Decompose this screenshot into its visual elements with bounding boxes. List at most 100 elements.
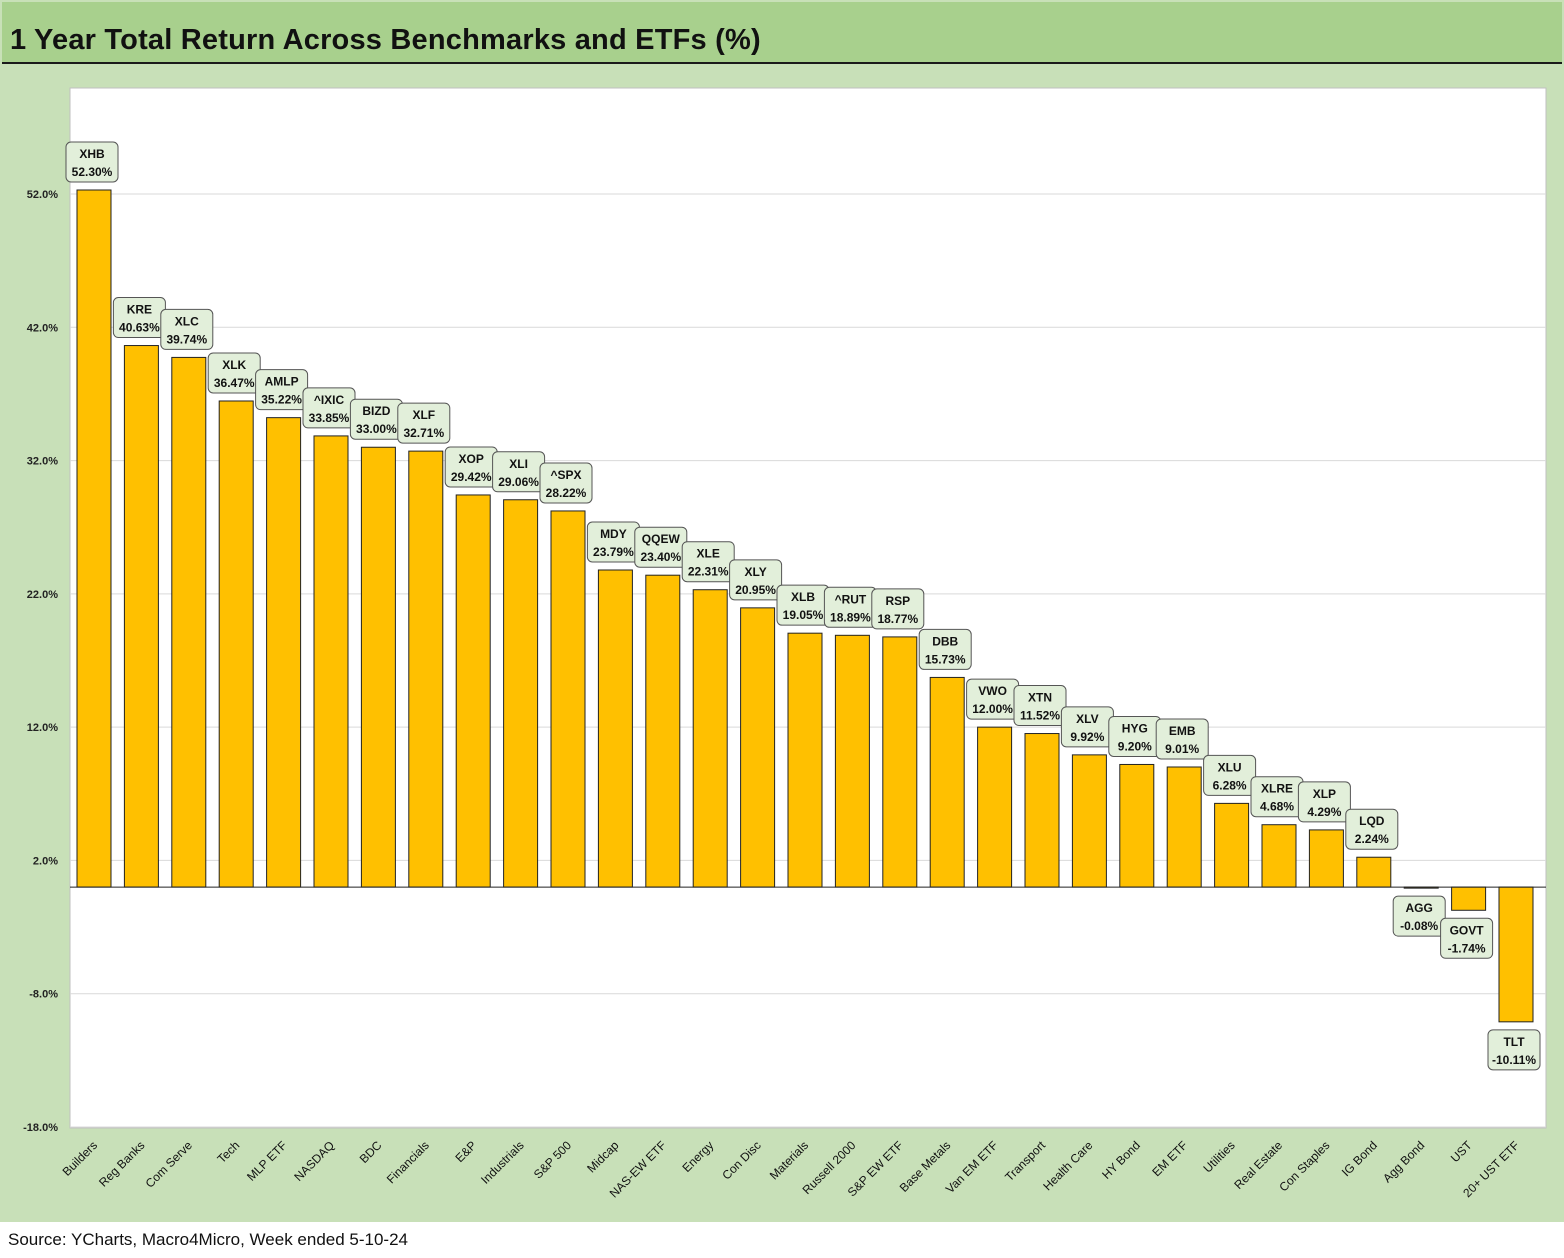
category-label: Transport — [1002, 1138, 1048, 1184]
data-label-value: 12.00% — [972, 702, 1013, 716]
data-label-ticker: HYG — [1122, 721, 1148, 735]
y-tick-label: -18.0% — [23, 1122, 58, 1134]
bar-xtn — [1024, 733, 1060, 888]
bar-xlb — [787, 632, 823, 888]
bar-govt — [1451, 886, 1487, 911]
data-label-ticker: KRE — [127, 303, 152, 317]
bar-xle — [692, 589, 728, 888]
y-tick-label: 2.0% — [33, 855, 58, 867]
y-tick-label: 52.0% — [27, 189, 58, 201]
y-tick-label: 42.0% — [27, 322, 58, 334]
data-label-value: 29.42% — [451, 470, 492, 484]
data-label-box — [918, 628, 972, 670]
bar-rut — [834, 634, 870, 888]
chart-title: 1 Year Total Return Across Benchmarks an… — [10, 24, 761, 56]
bar-xhb — [76, 189, 112, 888]
category-label: Materials — [767, 1138, 811, 1182]
data-label-value: 19.05% — [783, 608, 824, 622]
y-tick-label: -8.0% — [29, 989, 58, 1001]
bar-dbb — [929, 676, 965, 888]
data-label-box — [160, 308, 214, 350]
title-bar: 1 Year Total Return Across Benchmarks an… — [2, 2, 1562, 64]
category-label: Com Serve — [143, 1138, 196, 1191]
data-label-ticker: XLE — [697, 547, 720, 561]
data-label-ticker: XLY — [744, 565, 766, 579]
bar-xlp — [1308, 829, 1344, 888]
data-label-value: 9.92% — [1070, 730, 1104, 744]
bar-xlu — [1214, 802, 1250, 888]
source-note: Source: YCharts, Macro4Micro, Week ended… — [8, 1230, 409, 1249]
data-label-ticker: XLF — [412, 408, 435, 422]
category-label: Energy — [680, 1138, 717, 1175]
data-label-box — [1297, 781, 1351, 823]
bar-lqd — [1356, 856, 1392, 888]
bar-xop — [455, 494, 491, 888]
bar-kre — [123, 345, 159, 888]
data-label-box — [397, 402, 451, 444]
data-label-box — [1203, 754, 1257, 796]
bar-tlt — [1498, 886, 1534, 1023]
category-label: Industrials — [478, 1138, 527, 1187]
category-label: Financials — [384, 1138, 432, 1186]
data-label-box — [1440, 917, 1494, 959]
data-label-value: 22.31% — [688, 565, 729, 579]
category-label: E&P — [452, 1138, 479, 1165]
data-label-value: -1.74% — [1448, 941, 1486, 955]
data-label-box — [871, 588, 925, 630]
category-label: BDC — [357, 1138, 385, 1166]
data-label-value: 4.68% — [1260, 800, 1294, 814]
bar-ixic — [313, 435, 349, 888]
category-label: MLP ETF — [244, 1138, 290, 1184]
data-label-ticker: MDY — [600, 527, 627, 541]
category-label: Con Disc — [719, 1138, 763, 1182]
category-label: Builders — [60, 1138, 101, 1179]
data-label-value: -0.08% — [1400, 919, 1438, 933]
data-label-box — [1155, 718, 1209, 760]
data-label-value: 11.52% — [1020, 709, 1060, 723]
data-label-value: 52.30% — [72, 165, 113, 179]
data-label-ticker: BIZD — [362, 404, 390, 418]
bar-xly — [740, 607, 776, 888]
data-label-ticker: GOVT — [1450, 923, 1485, 937]
data-label-value: 28.22% — [546, 486, 587, 500]
y-tick-label: 12.0% — [27, 722, 58, 734]
data-label-value: 33.00% — [356, 422, 397, 436]
category-label: Con Staples — [1276, 1138, 1332, 1194]
data-label-box — [539, 462, 593, 504]
y-axis-ticks: -18.0% -8.0% 2.0% 12.0% 22.0% 32.0% 42.0% 52.0% — [23, 189, 58, 1134]
data-labels: XHB 52.30% KRE 40.63% XLC 39.74% XLK 36.47% AMLP… — [65, 141, 1541, 1071]
bar-xlf — [408, 450, 444, 888]
data-label-ticker: EMB — [1169, 724, 1196, 738]
data-label-ticker: XLP — [1313, 787, 1336, 801]
data-label-ticker: XLC — [175, 314, 199, 328]
bar-spx — [550, 510, 586, 888]
data-label-value: 32.71% — [403, 426, 444, 440]
bar-mdy — [597, 569, 633, 888]
data-label-ticker: XHB — [79, 147, 105, 161]
category-label: Midcap — [584, 1138, 621, 1175]
data-label-box — [729, 559, 783, 601]
data-label-value: 18.77% — [877, 612, 918, 626]
data-label-box — [1013, 685, 1067, 727]
data-label-value: 39.74% — [166, 332, 207, 346]
bar-amlp — [266, 417, 302, 888]
data-label-ticker: XLB — [791, 590, 815, 604]
y-tick-label: 22.0% — [27, 589, 58, 601]
data-label-value: 36.47% — [214, 376, 255, 390]
bar-xlv — [1071, 754, 1107, 888]
data-label-ticker: LQD — [1359, 814, 1385, 828]
data-label-ticker: XLV — [1076, 712, 1098, 726]
data-label-ticker: RSP — [885, 594, 910, 608]
data-label-ticker: XLRE — [1261, 782, 1293, 796]
data-label-ticker: QQEW — [642, 532, 681, 546]
data-label-box — [1392, 895, 1446, 937]
data-label-value: 40.63% — [119, 321, 160, 335]
data-label-ticker: XOP — [459, 452, 484, 466]
data-label-box — [65, 141, 119, 183]
data-label-value: 18.89% — [830, 610, 871, 624]
category-label: IG Bond — [1339, 1138, 1380, 1179]
bar-hyg — [1119, 763, 1155, 888]
data-label-value: 4.29% — [1307, 805, 1341, 819]
category-label: S&P 500 — [531, 1138, 574, 1181]
